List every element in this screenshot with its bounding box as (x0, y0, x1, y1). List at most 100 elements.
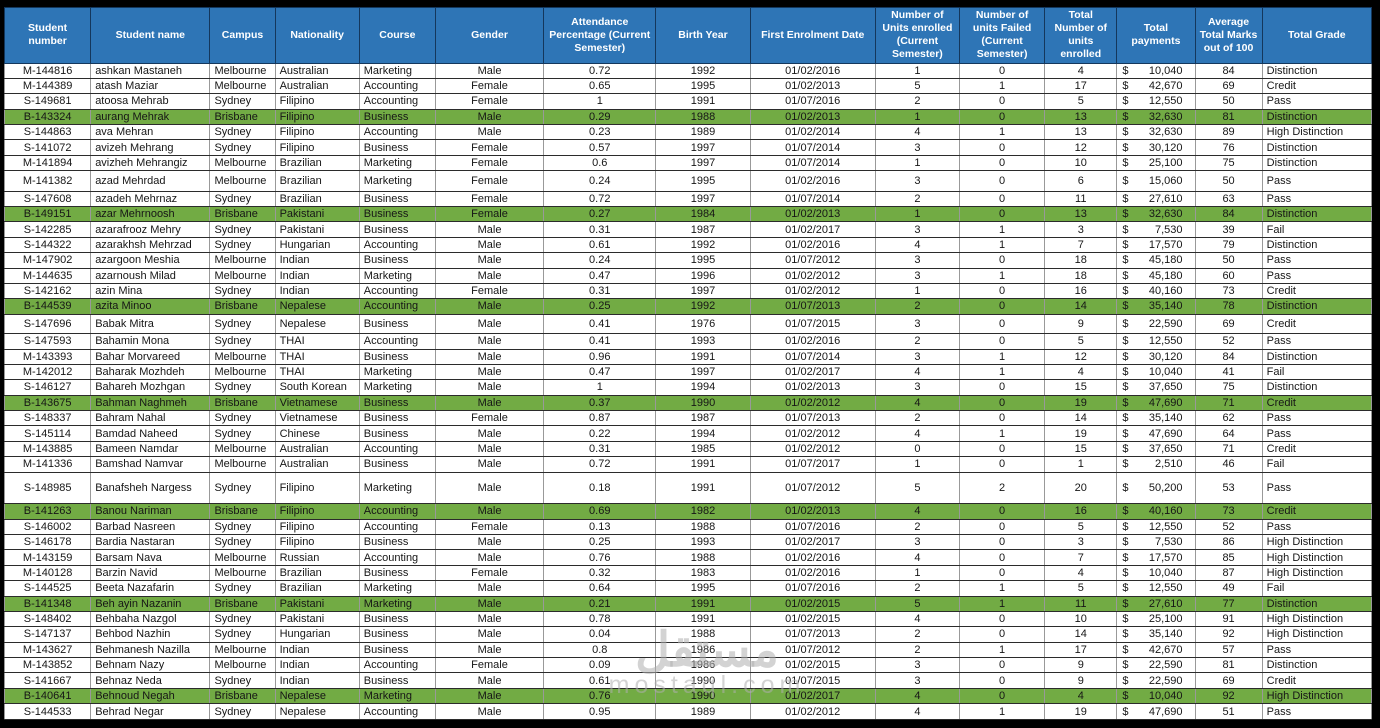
cell-units_failed[interactable]: 0 (959, 534, 1046, 551)
cell-campus[interactable]: Melbourne (209, 252, 276, 269)
cell-campus[interactable]: Melbourne (209, 62, 276, 79)
cell-birth_year[interactable]: 1988 (655, 626, 751, 643)
cell-grade[interactable]: Fail (1261, 363, 1373, 381)
cell-course[interactable]: Accounting (358, 518, 436, 536)
cell-campus[interactable]: Sydney (209, 672, 276, 689)
cell-payment[interactable]: $12,550 (1116, 333, 1196, 350)
cell-units_total[interactable]: 11 (1044, 190, 1118, 208)
cell-units_total[interactable]: 7 (1044, 236, 1118, 254)
cell-grade[interactable]: Distinction (1261, 62, 1373, 79)
cell-marks[interactable]: 39 (1194, 221, 1263, 238)
cell-nationality[interactable]: Pakistani (274, 610, 360, 628)
column-header-units_failed[interactable]: Number of units Failed (Current Semester… (959, 7, 1046, 64)
cell-name[interactable]: Bamdad Naheed (90, 425, 211, 442)
cell-course[interactable]: Business (358, 672, 436, 689)
cell-payment[interactable]: $35,140 (1116, 409, 1196, 427)
cell-nationality[interactable]: Brazilian (274, 170, 360, 192)
cell-course[interactable]: Marketing (358, 154, 436, 172)
cell-birth_year[interactable]: 1989 (655, 123, 751, 141)
cell-gender[interactable]: Male (434, 123, 545, 141)
cell-course[interactable]: Marketing (358, 471, 436, 505)
cell-units_failed[interactable]: 0 (959, 626, 1046, 643)
cell-grade[interactable]: Pass (1261, 518, 1373, 536)
cell-units_current[interactable]: 1 (874, 62, 961, 79)
cell-payment[interactable]: $22,590 (1116, 657, 1196, 674)
cell-id[interactable]: M-143852 (3, 657, 92, 674)
cell-id[interactable]: S-142162 (3, 282, 92, 300)
cell-units_total[interactable]: 5 (1044, 580, 1118, 597)
cell-payment[interactable]: $47,690 (1116, 703, 1196, 720)
cell-id[interactable]: S-141072 (3, 139, 92, 156)
cell-units_failed[interactable]: 0 (959, 456, 1046, 473)
cell-marks[interactable]: 41 (1194, 363, 1263, 381)
cell-nationality[interactable]: Vietnamese (274, 394, 360, 412)
cell-units_total[interactable]: 5 (1044, 518, 1118, 536)
cell-enrolment_date[interactable]: 01/02/2016 (749, 549, 876, 566)
cell-units_failed[interactable]: 0 (959, 252, 1046, 269)
cell-grade[interactable]: High Distinction (1261, 534, 1373, 551)
cell-marks[interactable]: 84 (1194, 348, 1263, 365)
cell-units_current[interactable]: 1 (874, 206, 961, 223)
cell-marks[interactable]: 63 (1194, 190, 1263, 208)
cell-enrolment_date[interactable]: 01/02/2012 (749, 440, 876, 458)
cell-payment[interactable]: $50,200 (1116, 471, 1196, 505)
cell-marks[interactable]: 50 (1194, 93, 1263, 110)
cell-enrolment_date[interactable]: 01/02/2017 (749, 687, 876, 705)
cell-marks[interactable]: 71 (1194, 440, 1263, 458)
cell-units_failed[interactable]: 0 (959, 313, 1046, 335)
cell-units_total[interactable]: 3 (1044, 534, 1118, 551)
cell-course[interactable]: Accounting (358, 703, 436, 720)
cell-units_failed[interactable]: 1 (959, 123, 1046, 141)
cell-course[interactable]: Accounting (358, 333, 436, 350)
cell-units_failed[interactable]: 0 (959, 564, 1046, 582)
cell-name[interactable]: Bardia Nastaran (90, 534, 211, 551)
cell-campus[interactable]: Melbourne (209, 348, 276, 365)
cell-campus[interactable]: Melbourne (209, 641, 276, 659)
cell-id[interactable]: M-144816 (3, 62, 92, 79)
cell-gender[interactable]: Male (434, 252, 545, 269)
cell-units_current[interactable]: 3 (874, 252, 961, 269)
cell-marks[interactable]: 60 (1194, 267, 1263, 284)
cell-birth_year[interactable]: 1997 (655, 282, 751, 300)
cell-marks[interactable]: 75 (1194, 379, 1263, 396)
cell-units_total[interactable]: 17 (1044, 641, 1118, 659)
cell-name[interactable]: atash Maziar (90, 77, 211, 95)
cell-units_total[interactable]: 3 (1044, 221, 1118, 238)
column-header-units_total[interactable]: Total Number of units enrolled (1044, 7, 1118, 64)
cell-marks[interactable]: 89 (1194, 123, 1263, 141)
cell-payment[interactable]: $32,630 (1116, 206, 1196, 223)
cell-grade[interactable]: Distinction (1261, 379, 1373, 396)
cell-nationality[interactable]: Nepalese (274, 703, 360, 720)
cell-course[interactable]: Accounting (358, 549, 436, 566)
cell-nationality[interactable]: Indian (274, 641, 360, 659)
cell-enrolment_date[interactable]: 01/07/2016 (749, 518, 876, 536)
cell-payment[interactable]: $30,120 (1116, 139, 1196, 156)
cell-grade[interactable]: High Distinction (1261, 610, 1373, 628)
cell-marks[interactable]: 69 (1194, 313, 1263, 335)
cell-units_total[interactable]: 19 (1044, 394, 1118, 412)
cell-grade[interactable]: High Distinction (1261, 123, 1373, 141)
cell-attendance[interactable]: 0.61 (543, 672, 657, 689)
cell-gender[interactable]: Female (434, 93, 545, 110)
cell-id[interactable]: S-146178 (3, 534, 92, 551)
cell-units_total[interactable]: 14 (1044, 409, 1118, 427)
cell-nationality[interactable]: Indian (274, 252, 360, 269)
cell-id[interactable]: S-144533 (3, 703, 92, 720)
cell-payment[interactable]: $10,040 (1116, 564, 1196, 582)
cell-nationality[interactable]: Nepalese (274, 313, 360, 335)
cell-attendance[interactable]: 0.31 (543, 282, 657, 300)
cell-nationality[interactable]: Chinese (274, 425, 360, 442)
cell-campus[interactable]: Sydney (209, 313, 276, 335)
cell-units_total[interactable]: 4 (1044, 687, 1118, 705)
cell-grade[interactable]: Pass (1261, 252, 1373, 269)
cell-units_current[interactable]: 2 (874, 641, 961, 659)
cell-campus[interactable]: Melbourne (209, 77, 276, 95)
cell-grade[interactable]: Credit (1261, 394, 1373, 412)
cell-course[interactable]: Accounting (358, 440, 436, 458)
cell-campus[interactable]: Melbourne (209, 154, 276, 172)
cell-units_total[interactable]: 16 (1044, 503, 1118, 520)
cell-gender[interactable]: Male (434, 610, 545, 628)
cell-marks[interactable]: 85 (1194, 549, 1263, 566)
cell-name[interactable]: Behnam Nazy (90, 657, 211, 674)
cell-id[interactable]: M-143159 (3, 549, 92, 566)
